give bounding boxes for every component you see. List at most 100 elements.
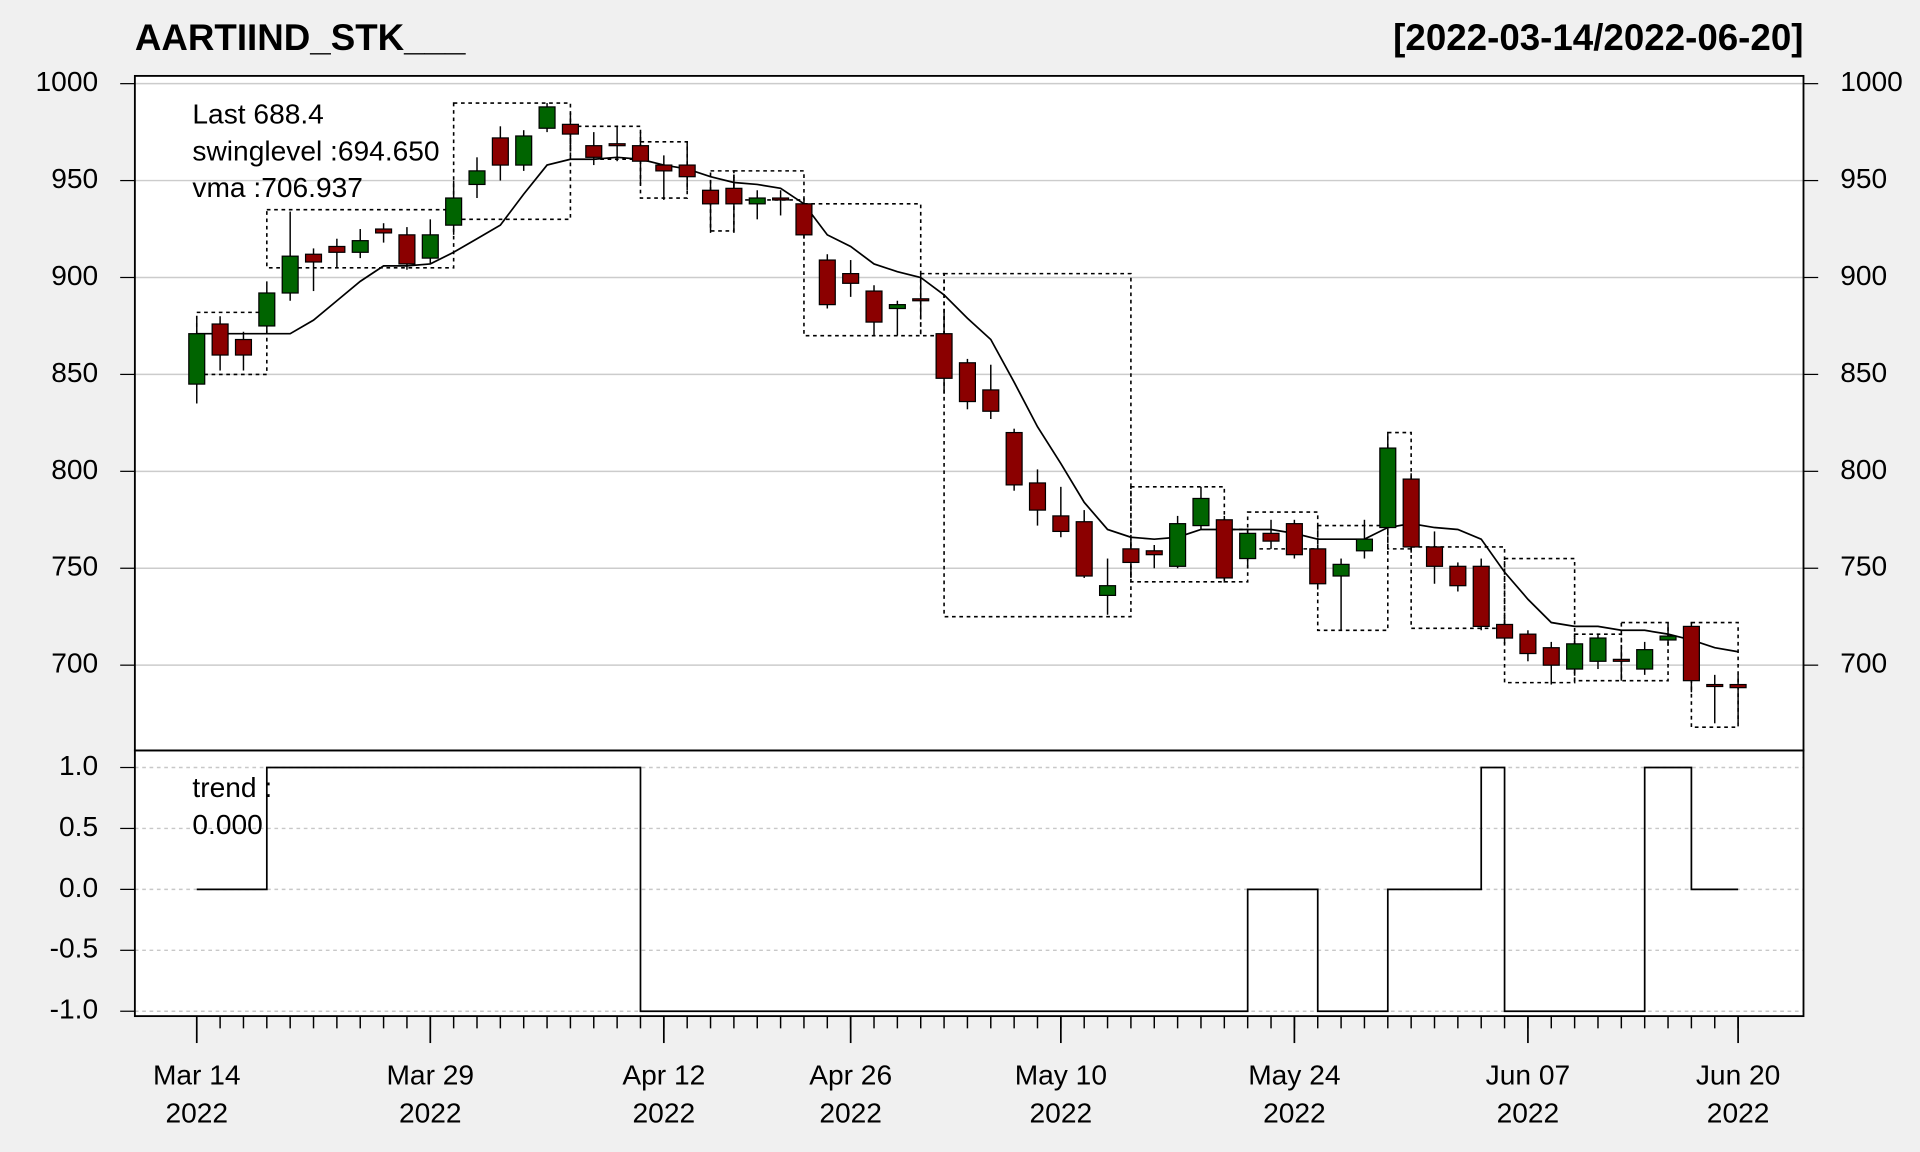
candle-body xyxy=(982,389,1000,412)
candle-body xyxy=(1028,482,1047,511)
candle-body xyxy=(468,170,486,186)
trend-label: trend : xyxy=(192,772,272,803)
candle-body xyxy=(1589,637,1607,662)
y-tick-label: -0.5 xyxy=(50,933,98,964)
candle-body xyxy=(188,333,206,385)
candle-body xyxy=(515,135,533,166)
candle-body xyxy=(1706,683,1724,688)
legend-vma: vma :706.937 xyxy=(192,172,363,203)
x-tick-label: Mar 29 xyxy=(386,1060,474,1091)
candle-body xyxy=(1285,523,1303,556)
candle-body xyxy=(1262,532,1280,542)
candle-body xyxy=(888,304,906,310)
y2-tick-label: 750 xyxy=(1840,551,1887,582)
candle-body xyxy=(1682,625,1700,682)
candle-body xyxy=(398,234,416,265)
candle-body xyxy=(1098,585,1117,596)
candle-body xyxy=(234,338,253,356)
candle-body xyxy=(701,189,720,205)
candle-body xyxy=(1636,649,1654,670)
candle-body xyxy=(1495,623,1514,639)
x-tick-year: 2022 xyxy=(1707,1098,1770,1129)
candle-body xyxy=(725,187,743,205)
legend-swinglevel: swinglevel :694.650 xyxy=(192,135,439,166)
candle-body xyxy=(1169,523,1187,567)
legend-last: Last 688.4 xyxy=(192,99,323,130)
x-tick-label: Apr 12 xyxy=(622,1060,705,1091)
candle-body xyxy=(1075,521,1093,577)
x-tick-label: Mar 14 xyxy=(153,1060,241,1091)
candle-body xyxy=(1612,658,1630,662)
candle-body xyxy=(631,145,650,162)
trend-panel-frame xyxy=(133,749,1805,1018)
x-tick-label: Jun 07 xyxy=(1486,1060,1571,1091)
y2-tick-label: 700 xyxy=(1840,648,1887,679)
candle-body xyxy=(1005,431,1023,486)
y-tick-label: 1.0 xyxy=(59,750,98,781)
y-tick-label: -1.0 xyxy=(50,994,98,1025)
y2-tick-label: 850 xyxy=(1840,357,1887,388)
vma-line xyxy=(196,156,1739,653)
candle-body xyxy=(772,197,790,201)
candle-body xyxy=(561,123,579,135)
candle-body xyxy=(491,137,509,166)
y2-tick-label: 950 xyxy=(1840,163,1887,194)
candle-body xyxy=(1542,647,1560,666)
candle-body xyxy=(865,290,883,323)
swing-box xyxy=(1620,621,1669,682)
candle-body xyxy=(1122,548,1140,564)
y-tick-label: 700 xyxy=(51,648,98,679)
candle-body xyxy=(1472,565,1490,628)
x-tick-label: Apr 26 xyxy=(809,1060,892,1091)
y-tick-label: 950 xyxy=(51,163,98,194)
y-tick-label: 750 xyxy=(51,551,98,582)
trend-line xyxy=(196,766,1739,1013)
swing-box xyxy=(1246,511,1319,550)
candle-body xyxy=(328,245,346,253)
candle-body xyxy=(375,228,393,234)
candle-body xyxy=(281,255,299,294)
candle-body xyxy=(912,298,930,302)
candle-body xyxy=(1332,563,1350,577)
candle-body xyxy=(1449,565,1467,587)
candle-body xyxy=(1355,538,1374,552)
candle-body xyxy=(795,203,813,236)
swing-box xyxy=(266,208,455,269)
y-tick-label: 0.0 xyxy=(59,872,98,903)
x-tick-year: 2022 xyxy=(1263,1098,1326,1129)
candle-body xyxy=(304,253,323,263)
candle-body xyxy=(351,240,369,253)
y2-tick-label: 800 xyxy=(1840,454,1887,485)
candle-body xyxy=(655,164,673,172)
candle-body xyxy=(842,273,860,284)
candle-body xyxy=(678,164,696,178)
candle-body xyxy=(1379,447,1397,529)
candle-body xyxy=(445,197,463,226)
plot-background xyxy=(134,75,1804,1017)
candle-body xyxy=(258,292,276,327)
candle-body xyxy=(585,145,603,158)
y-tick-label: 900 xyxy=(51,260,98,291)
candle-body xyxy=(1519,633,1537,655)
y2-tick-label: 900 xyxy=(1840,260,1887,291)
candle-body xyxy=(1729,683,1747,689)
candle-body xyxy=(421,234,439,259)
candle-body xyxy=(538,106,556,129)
candle-body xyxy=(1052,515,1070,533)
candle-body xyxy=(1425,546,1444,567)
chart-title: AARTIIND_STK___ xyxy=(135,17,466,58)
x-tick-label: Jun 20 xyxy=(1696,1060,1781,1091)
x-tick-label: May 24 xyxy=(1248,1060,1340,1091)
candle-body xyxy=(1566,643,1584,670)
trend-value: 0.000 xyxy=(192,809,262,840)
candle-body xyxy=(1192,497,1210,527)
candle-body xyxy=(211,323,229,356)
candle-body xyxy=(1145,550,1163,556)
x-tick-year: 2022 xyxy=(165,1098,228,1129)
candle-body xyxy=(1215,519,1233,579)
y-tick-label: 850 xyxy=(51,357,98,388)
y-tick-label: 1000 xyxy=(36,66,99,97)
candle-body xyxy=(1239,532,1257,560)
candle-body xyxy=(1659,635,1677,641)
